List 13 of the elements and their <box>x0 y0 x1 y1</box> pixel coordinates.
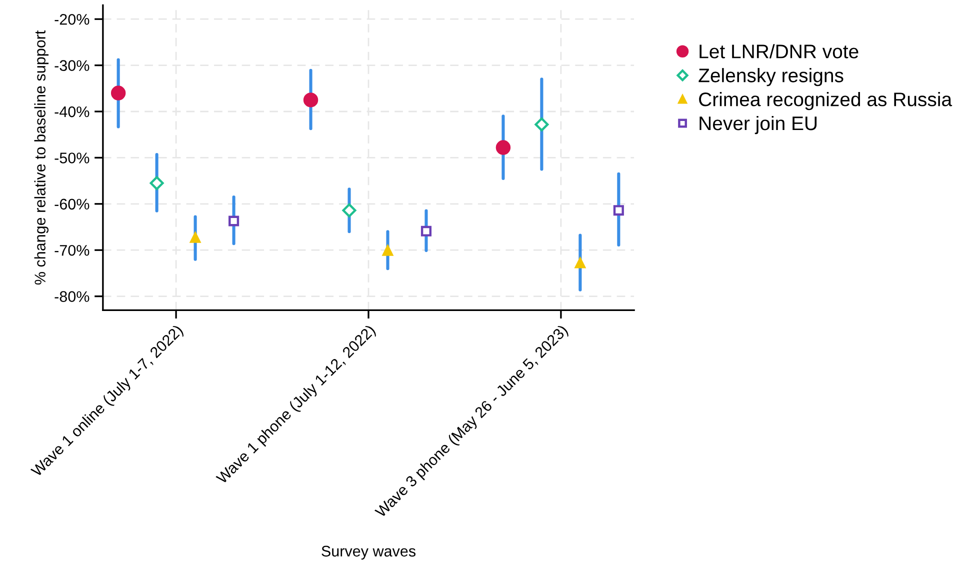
legend-label: Zelensky resigns <box>698 68 844 86</box>
legend-label: Crimea recognized as Russia <box>699 92 952 110</box>
x-axis-title: Survey waves <box>322 546 416 560</box>
y-tick-label: -40% <box>54 106 90 118</box>
y-axis-title: % change relative to baseline support <box>34 30 49 285</box>
y-tick-label: -30% <box>54 60 90 71</box>
y-tick-label: -50% <box>54 152 90 164</box>
y-tick-label: -80% <box>54 291 90 302</box>
y-tick-label: -70% <box>54 244 90 256</box>
legend-label: Let LNR/DNR vote <box>700 44 858 58</box>
y-tick-label: -60% <box>54 198 90 210</box>
legend-label: Never join EU <box>700 116 817 134</box>
y-tick-label: -20% <box>54 14 90 25</box>
